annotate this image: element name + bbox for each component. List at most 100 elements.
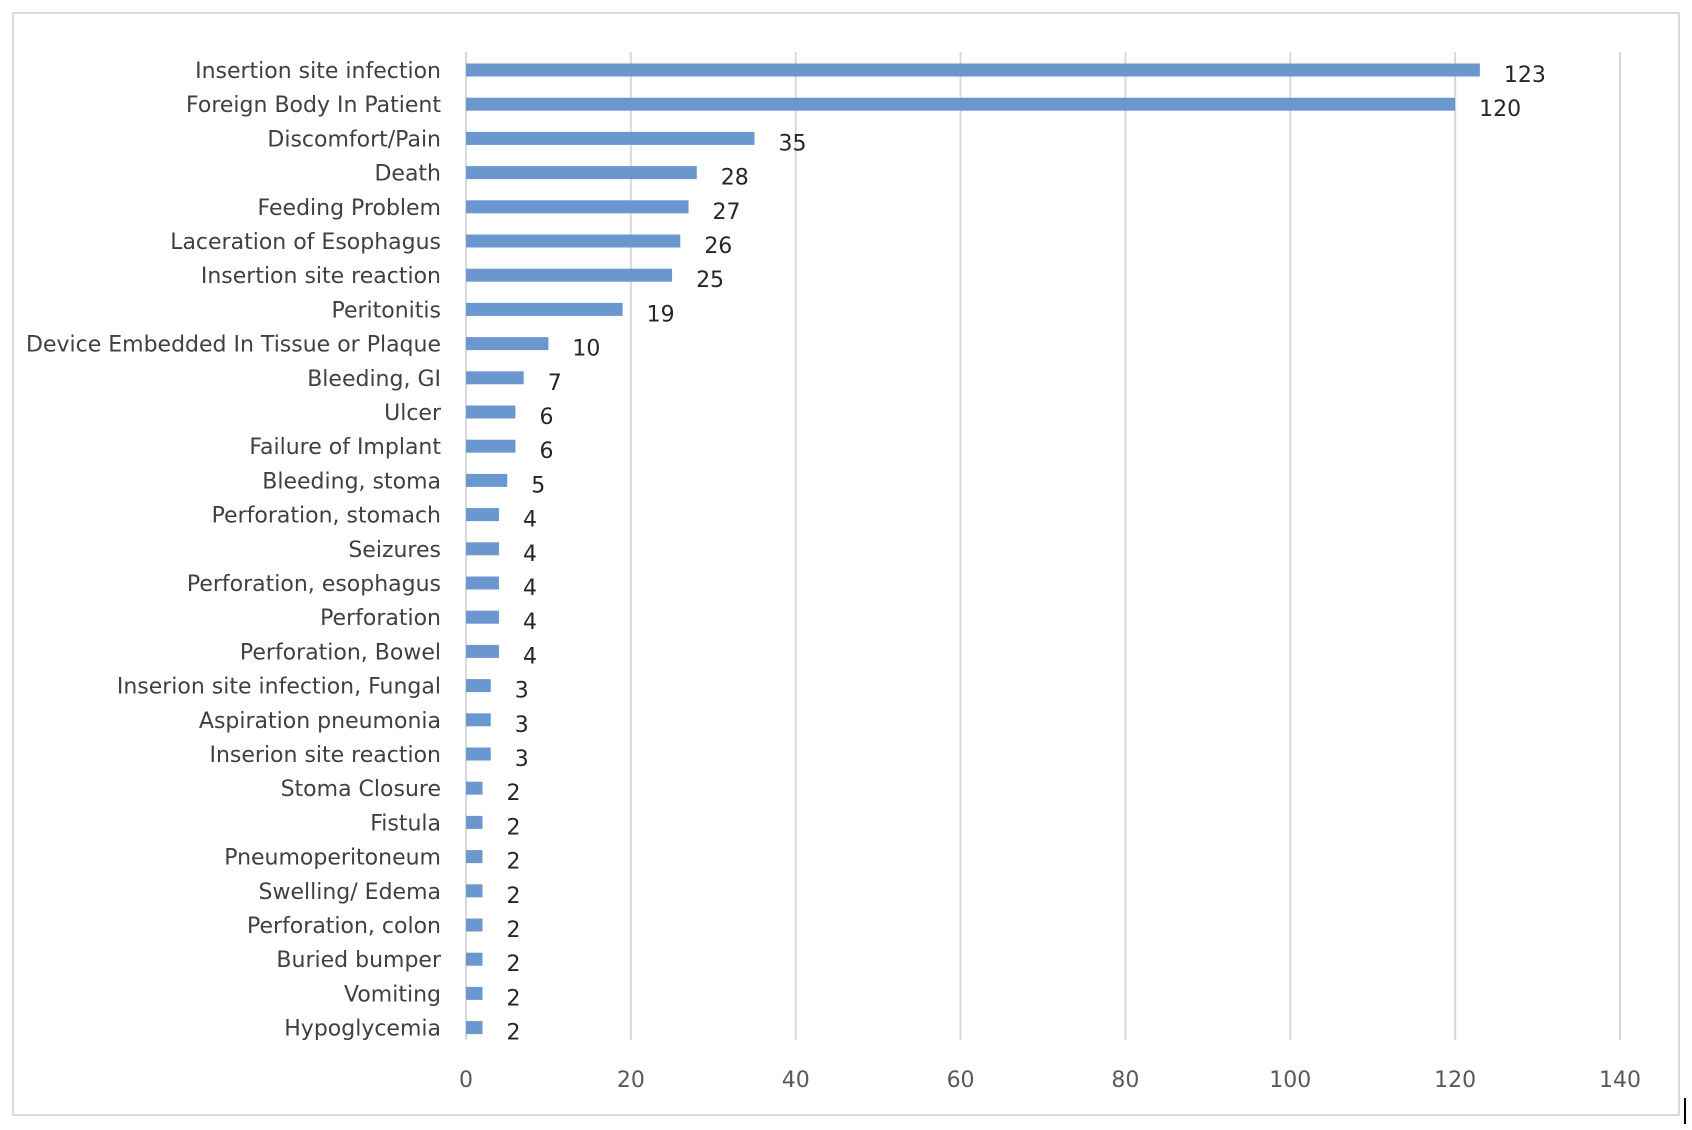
bar bbox=[466, 508, 499, 522]
category-label: Ulcer bbox=[384, 401, 442, 426]
data-label: 4 bbox=[523, 508, 537, 533]
data-label: 6 bbox=[539, 439, 553, 464]
data-label: 19 bbox=[647, 302, 675, 327]
data-label: 2 bbox=[506, 850, 520, 875]
category-label: Perforation bbox=[320, 606, 441, 631]
category-label: Hypoglycemia bbox=[284, 1017, 441, 1042]
bar bbox=[466, 131, 755, 145]
category-labels: Insertion site infection Foreign Body In … bbox=[26, 59, 442, 1042]
data-label: 123 bbox=[1504, 63, 1546, 88]
x-tick-label: 140 bbox=[1599, 1068, 1641, 1093]
data-label: 120 bbox=[1479, 97, 1521, 122]
bar bbox=[466, 610, 499, 624]
data-label: 25 bbox=[696, 268, 724, 293]
data-labels: 123 120 35 28 27 26 25 19 10 7 6 6 5 4 4 4 4 4 3 3 3 2 2 2 2 2 2 2 2 bbox=[506, 63, 1545, 1046]
category-label: Bleeding, GI bbox=[307, 367, 441, 392]
category-label: Seizures bbox=[348, 538, 441, 563]
bar bbox=[466, 1021, 483, 1035]
category-label: Bleeding, stoma bbox=[262, 469, 441, 494]
x-tick-label: 120 bbox=[1434, 1068, 1476, 1093]
bar bbox=[466, 473, 508, 487]
data-label: 26 bbox=[704, 234, 732, 259]
gridlines bbox=[465, 52, 1621, 1040]
category-label: Inserion site infection, Fungal bbox=[117, 675, 441, 700]
bar bbox=[466, 200, 689, 214]
data-label: 2 bbox=[506, 884, 520, 909]
category-label: Insertion site infection bbox=[195, 59, 441, 84]
bar bbox=[466, 884, 483, 898]
x-tick-label: 60 bbox=[947, 1068, 975, 1093]
category-label: Discomfort/Pain bbox=[267, 127, 441, 152]
data-label: 4 bbox=[523, 576, 537, 601]
bar bbox=[466, 63, 1480, 77]
bars bbox=[466, 63, 1480, 1035]
bar bbox=[466, 268, 673, 282]
data-label: 5 bbox=[531, 473, 545, 498]
bar bbox=[466, 337, 549, 351]
category-label: Aspiration pneumonia bbox=[199, 709, 441, 734]
bar bbox=[466, 815, 483, 829]
bar bbox=[466, 644, 499, 658]
category-label: Perforation, colon bbox=[247, 914, 441, 939]
category-label: Buried bumper bbox=[276, 948, 442, 973]
bar bbox=[466, 986, 483, 1000]
x-tick-label: 40 bbox=[782, 1068, 810, 1093]
data-label: 3 bbox=[515, 679, 529, 704]
data-label: 2 bbox=[506, 815, 520, 840]
category-label: Stoma Closure bbox=[281, 777, 441, 802]
data-label: 4 bbox=[523, 542, 537, 567]
category-label: Death bbox=[374, 162, 441, 187]
category-label: Inserion site reaction bbox=[209, 743, 441, 768]
bar bbox=[466, 781, 483, 795]
bar bbox=[466, 918, 483, 932]
bar bbox=[466, 542, 499, 556]
x-tick-label: 80 bbox=[1111, 1068, 1139, 1093]
x-tick-label: 20 bbox=[617, 1068, 645, 1093]
x-tick-label: 0 bbox=[459, 1068, 473, 1093]
category-label: Insertion site reaction bbox=[201, 264, 441, 289]
bar bbox=[466, 850, 483, 864]
bar bbox=[466, 97, 1456, 111]
bar bbox=[466, 302, 623, 316]
category-label: Pneumoperitoneum bbox=[224, 846, 441, 871]
data-label: 3 bbox=[515, 747, 529, 772]
category-label: Foreign Body In Patient bbox=[186, 93, 441, 118]
bar bbox=[466, 166, 697, 180]
chart-frame bbox=[12, 12, 1680, 1116]
text-cursor-icon bbox=[1684, 1098, 1686, 1124]
data-label: 35 bbox=[779, 131, 807, 156]
category-label: Device Embedded In Tissue or Plaque bbox=[26, 333, 441, 358]
category-label: Perforation, esophagus bbox=[187, 572, 441, 597]
bar bbox=[466, 679, 491, 693]
data-label: 27 bbox=[713, 200, 741, 225]
category-label: Perforation, Bowel bbox=[240, 640, 441, 665]
category-label: Fistula bbox=[370, 811, 441, 836]
bar bbox=[466, 234, 681, 248]
bar bbox=[466, 371, 524, 385]
bar bbox=[466, 713, 491, 727]
data-label: 10 bbox=[572, 337, 600, 362]
category-label: Failure of Implant bbox=[249, 435, 441, 460]
bar bbox=[466, 952, 483, 966]
bar bbox=[466, 747, 491, 761]
data-label: 2 bbox=[506, 781, 520, 806]
category-label: Perforation, stomach bbox=[212, 504, 441, 529]
data-label: 6 bbox=[539, 405, 553, 430]
x-tick-label: 100 bbox=[1269, 1068, 1311, 1093]
category-label: Feeding Problem bbox=[258, 196, 441, 221]
data-label: 4 bbox=[523, 644, 537, 669]
x-axis-tick-labels: 0 20 40 60 80 100 120 140 bbox=[459, 1068, 1641, 1093]
bar bbox=[466, 439, 516, 453]
category-label: Laceration of Esophagus bbox=[170, 230, 441, 255]
data-label: 4 bbox=[523, 610, 537, 635]
data-label: 7 bbox=[548, 371, 562, 396]
bar bbox=[466, 576, 499, 590]
category-label: Swelling/ Edema bbox=[259, 880, 441, 905]
data-label: 2 bbox=[506, 952, 520, 977]
data-label: 28 bbox=[721, 166, 749, 191]
category-label: Vomiting bbox=[344, 982, 441, 1007]
bar bbox=[466, 405, 516, 419]
data-label: 2 bbox=[506, 918, 520, 943]
category-label: Peritonitis bbox=[331, 298, 441, 323]
